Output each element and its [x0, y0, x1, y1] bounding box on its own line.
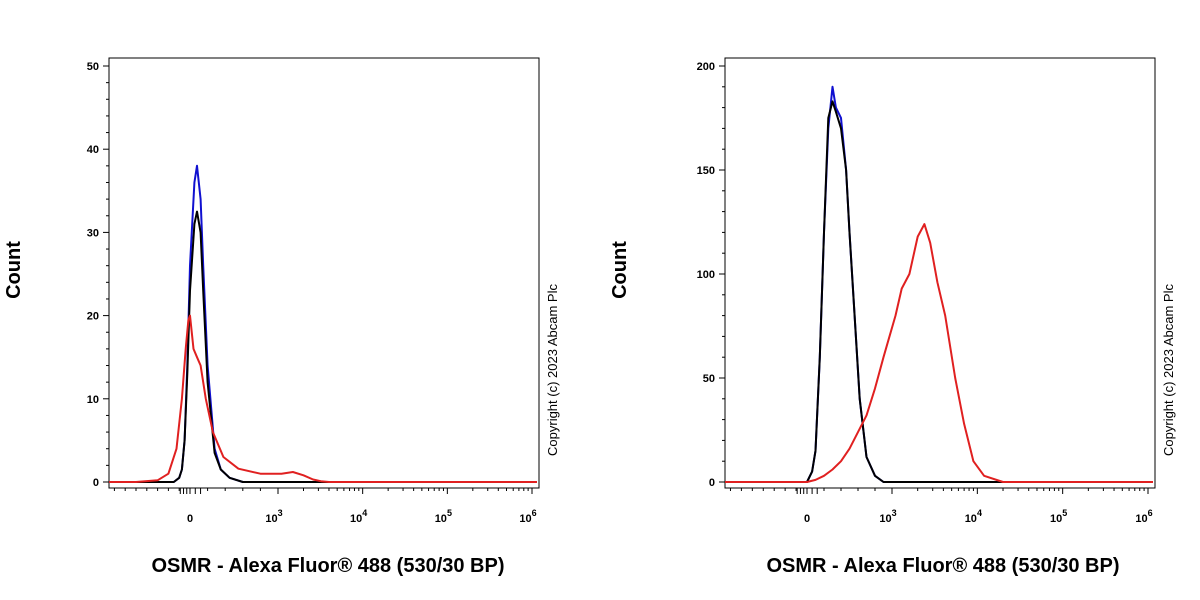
y-tick-label: 30: [87, 227, 99, 239]
copyright-text: Copyright (c) 2023 Abcam Plc: [1161, 284, 1176, 456]
copyright-text: Copyright (c) 2023 Abcam Plc: [545, 284, 560, 456]
x-axis-title: OSMR - Alexa Fluor® 488 (530/30 BP): [767, 555, 1120, 577]
histogram-series-3: [109, 314, 537, 483]
y-tick-label: 10: [87, 394, 99, 406]
x-tick-label: 103: [265, 508, 282, 525]
y-tick-label: 200: [697, 61, 715, 73]
histogram-series-1: [725, 85, 1153, 483]
y-tick-label: 100: [697, 269, 715, 281]
chart-panel-1: 0 10 20 30 40 50 0 103 104 105 106 Count OSMR - Alex…: [3, 57, 560, 577]
y-tick-label: 40: [87, 144, 99, 156]
x-tick-label: 104: [350, 508, 367, 525]
histogram-series-3: [725, 223, 1153, 483]
y-tick-label: 50: [87, 61, 99, 73]
histogram-series-2: [725, 100, 1153, 483]
y-tick-label: 150: [697, 165, 715, 177]
plot-frame: [724, 57, 1156, 489]
chart-panel-2: 0 50 100 150 200 0 103 104 105 106 Count OSMR - Ale…: [609, 57, 1176, 577]
x-tick-label: 106: [519, 508, 536, 525]
histogram-series-1: [109, 164, 537, 483]
histogram-series-2: [109, 210, 537, 483]
plot-frame: [108, 57, 540, 489]
x-tick-label: 106: [1135, 508, 1152, 525]
x-tick-label: 105: [1050, 508, 1067, 525]
x-tick-label: 0: [804, 513, 810, 525]
y-axis-title: Count: [609, 241, 631, 299]
y-tick-label: 50: [703, 373, 715, 385]
y-tick-label: 0: [93, 477, 99, 489]
x-tick-label: 104: [965, 508, 982, 525]
x-tick-label: 0: [187, 513, 193, 525]
x-tick-label: 105: [435, 508, 452, 525]
x-axis-title: OSMR - Alexa Fluor® 488 (530/30 BP): [152, 555, 505, 577]
y-tick-label: 20: [87, 311, 99, 323]
x-tick-label: 103: [879, 508, 896, 525]
y-tick-label: 0: [709, 477, 715, 489]
y-axis-title: Count: [3, 241, 25, 299]
